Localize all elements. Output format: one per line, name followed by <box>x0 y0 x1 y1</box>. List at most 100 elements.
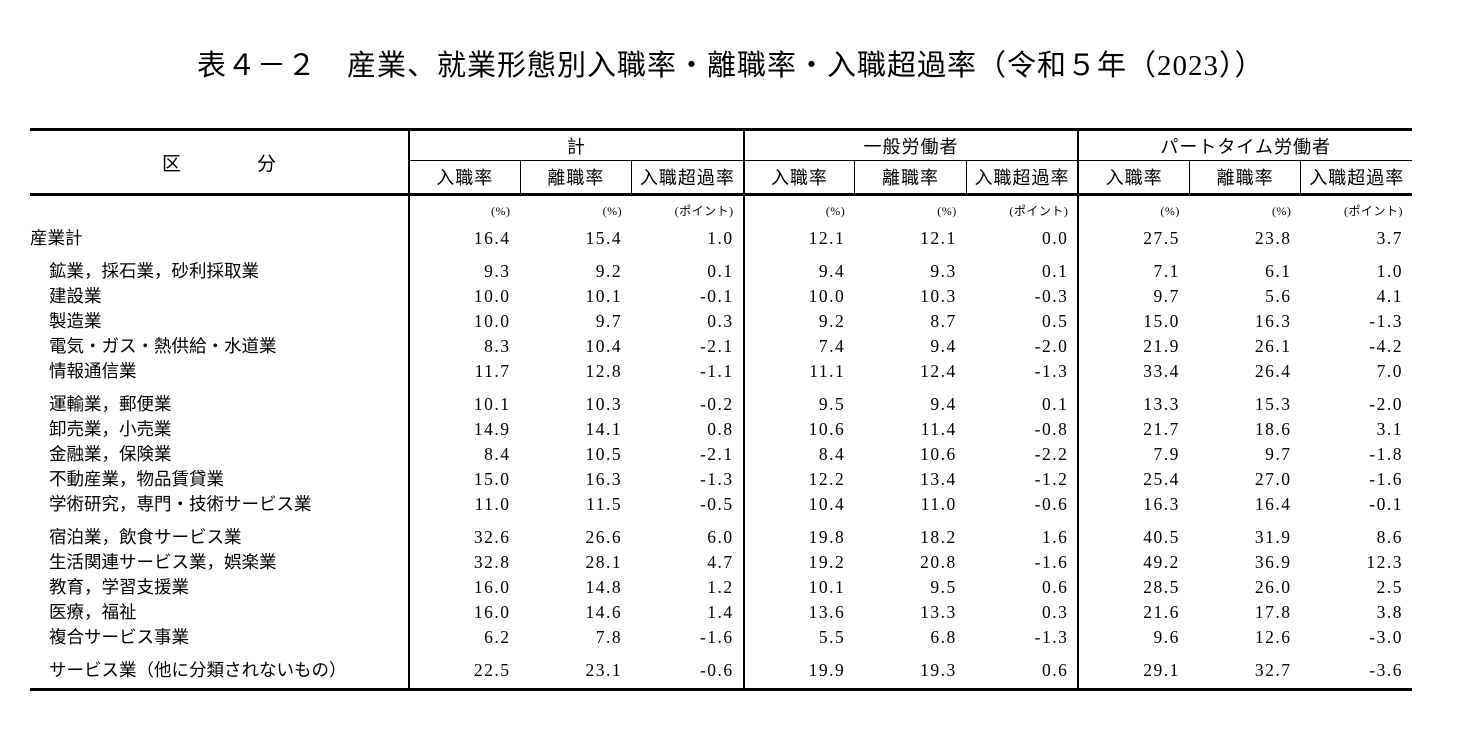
cell-parttime-separation: 16.4 <box>1254 494 1292 514</box>
table-row: 電気・ガス・熱供給・水道業 8.3 10.4 -2.1 7.4 9.4 -2.0… <box>30 334 1412 359</box>
cell-general-net: 1.6 <box>1041 527 1069 547</box>
cell-general-accession: 12.2 <box>742 467 855 492</box>
cell-total-net: -1.6 <box>699 627 734 647</box>
cell-total-net: 0.1 <box>707 261 734 281</box>
cell-general-net: -2.0 <box>1034 336 1069 356</box>
cell-total-net: -1.1 <box>699 361 734 381</box>
cell-parttime-separation: 15.3 <box>1254 394 1292 414</box>
row-label: 宿泊業，飲食サービス業 <box>49 527 242 547</box>
cell-general-separation: 11.0 <box>920 494 957 514</box>
cell-parttime-separation: 6.1 <box>1265 261 1292 281</box>
cell-general-separation: 9.4 <box>930 394 957 414</box>
col-header-net-accession-rate: 入職超過率 <box>631 161 743 193</box>
table-row: 生活関連サービス業，娯楽業 32.8 28.1 4.7 19.2 20.8 -1… <box>30 550 1412 575</box>
table-row: 金融業，保険業 8.4 10.5 -2.1 8.4 10.6 -2.2 7.9 … <box>30 442 1412 467</box>
cell-total-accession: 15.0 <box>408 467 520 492</box>
cell-parttime-net: 2.5 <box>1376 577 1403 597</box>
cell-general-net: -0.8 <box>1034 419 1069 439</box>
cell-parttime-net: -3.0 <box>1369 627 1403 647</box>
cell-total-accession: 22.5 <box>408 650 520 688</box>
row-label: 生活関連サービス業，娯楽業 <box>49 552 277 572</box>
row-label: 学術研究，専門・技術サービス業 <box>49 494 312 514</box>
cell-parttime-net: -4.2 <box>1369 336 1403 356</box>
cell-total-net: 6.0 <box>707 527 734 547</box>
cell-parttime-accession: 27.5 <box>1077 226 1189 251</box>
cell-total-separation: 10.4 <box>585 336 623 356</box>
table-row: 医療，福祉 16.0 14.6 1.4 13.6 13.3 0.3 21.6 1… <box>30 600 1412 625</box>
cell-general-accession: 19.9 <box>742 650 855 688</box>
units-row: (%) (%) (ポイント) (%) (%) (ポイント) (%) (%) (ポ… <box>30 196 1412 226</box>
cell-total-net: -2.1 <box>699 336 734 356</box>
cell-total-separation: 9.7 <box>595 311 623 331</box>
cell-general-accession: 8.4 <box>742 442 855 467</box>
group-header-general-workers: 一般労働者 <box>742 131 1078 161</box>
unit-percent: (%) <box>937 204 957 218</box>
cell-total-net: -2.1 <box>699 444 734 464</box>
row-label: 電気・ガス・熱供給・水道業 <box>49 336 277 356</box>
cell-general-accession: 19.2 <box>742 550 855 575</box>
cell-parttime-accession: 49.2 <box>1077 550 1189 575</box>
cell-general-net: -2.2 <box>1034 444 1069 464</box>
col-header-net-accession-rate: 入職超過率 <box>965 161 1078 193</box>
cell-parttime-net: -2.0 <box>1369 394 1403 414</box>
row-label: 情報通信業 <box>49 361 137 381</box>
cell-parttime-separation: 18.6 <box>1254 419 1292 439</box>
unit-percent: (%) <box>742 196 855 226</box>
cell-parttime-separation: 17.8 <box>1254 602 1292 622</box>
cell-parttime-net: -0.1 <box>1369 494 1403 514</box>
cell-parttime-separation: 12.6 <box>1254 627 1292 647</box>
row-label: 金融業，保険業 <box>49 444 172 464</box>
table-row: 製造業 10.0 9.7 0.3 9.2 8.7 0.5 15.0 16.3 -… <box>30 309 1412 334</box>
cell-total-net: -1.3 <box>699 469 734 489</box>
cell-total-accession: 14.9 <box>408 417 520 442</box>
cell-total-net: 1.4 <box>707 602 734 622</box>
cell-general-net: 0.0 <box>1041 228 1069 248</box>
table-row: 宿泊業，飲食サービス業 32.6 26.6 6.0 19.8 18.2 1.6 … <box>30 517 1412 550</box>
cell-general-net: -1.6 <box>1034 552 1069 572</box>
cell-total-accession: 11.7 <box>408 359 520 384</box>
cell-total-accession: 10.1 <box>408 384 520 417</box>
table-header: 区 分 計 一般労働者 パートタイム労働者 入職率 離職率 入職超過率 入職率 … <box>30 128 1412 196</box>
cell-parttime-accession: 21.6 <box>1077 600 1189 625</box>
cell-general-separation: 10.3 <box>920 286 957 306</box>
cell-total-net: 4.7 <box>707 552 734 572</box>
col-header-separation-rate: 離職率 <box>854 161 966 193</box>
cell-parttime-accession: 21.7 <box>1077 417 1189 442</box>
cell-total-net: 0.8 <box>707 419 734 439</box>
cell-parttime-accession: 21.9 <box>1077 334 1189 359</box>
table-row: 複合サービス事業 6.2 7.8 -1.6 5.5 6.8 -1.3 9.6 1… <box>30 625 1412 650</box>
cell-total-separation: 11.5 <box>586 494 623 514</box>
unit-point: (ポイント) <box>674 204 734 218</box>
cell-general-accession: 9.4 <box>742 251 855 284</box>
cell-general-separation: 18.2 <box>920 527 957 547</box>
cell-parttime-accession: 9.7 <box>1077 284 1189 309</box>
cell-parttime-net: 7.0 <box>1376 361 1403 381</box>
cell-general-net: 0.5 <box>1041 311 1069 331</box>
units-row-spacer <box>30 196 408 226</box>
cell-parttime-net: 3.1 <box>1376 419 1403 439</box>
cell-parttime-net: 12.3 <box>1366 552 1403 572</box>
cell-total-separation: 16.3 <box>585 469 623 489</box>
row-label: 鉱業，採石業，砂利採取業 <box>49 261 259 281</box>
cell-parttime-separation: 26.4 <box>1254 361 1292 381</box>
cell-total-separation: 7.8 <box>595 627 623 647</box>
cell-parttime-separation: 27.0 <box>1254 469 1292 489</box>
cell-total-accession: 32.6 <box>408 517 520 550</box>
cell-total-separation: 10.3 <box>585 394 623 414</box>
cell-total-separation: 15.4 <box>585 228 623 248</box>
cell-parttime-net: 3.7 <box>1376 228 1403 248</box>
cell-parttime-separation: 16.3 <box>1254 311 1292 331</box>
unit-point: (ポイント) <box>1344 204 1403 218</box>
cell-parttime-separation: 26.0 <box>1254 577 1292 597</box>
cell-total-separation: 10.1 <box>585 286 623 306</box>
cell-parttime-net: -1.3 <box>1369 311 1403 331</box>
cell-general-accession: 10.6 <box>742 417 855 442</box>
table-row: 教育，学習支援業 16.0 14.8 1.2 10.1 9.5 0.6 28.5… <box>30 575 1412 600</box>
row-label: 不動産業，物品賃貸業 <box>49 469 224 489</box>
cell-parttime-separation: 26.1 <box>1254 336 1292 356</box>
cell-parttime-accession: 9.6 <box>1077 625 1189 650</box>
cell-total-accession: 10.0 <box>408 309 520 334</box>
cell-general-separation: 20.8 <box>920 552 957 572</box>
corner-header-kubun: 区 分 <box>161 153 276 175</box>
unit-percent: (%) <box>602 204 623 218</box>
